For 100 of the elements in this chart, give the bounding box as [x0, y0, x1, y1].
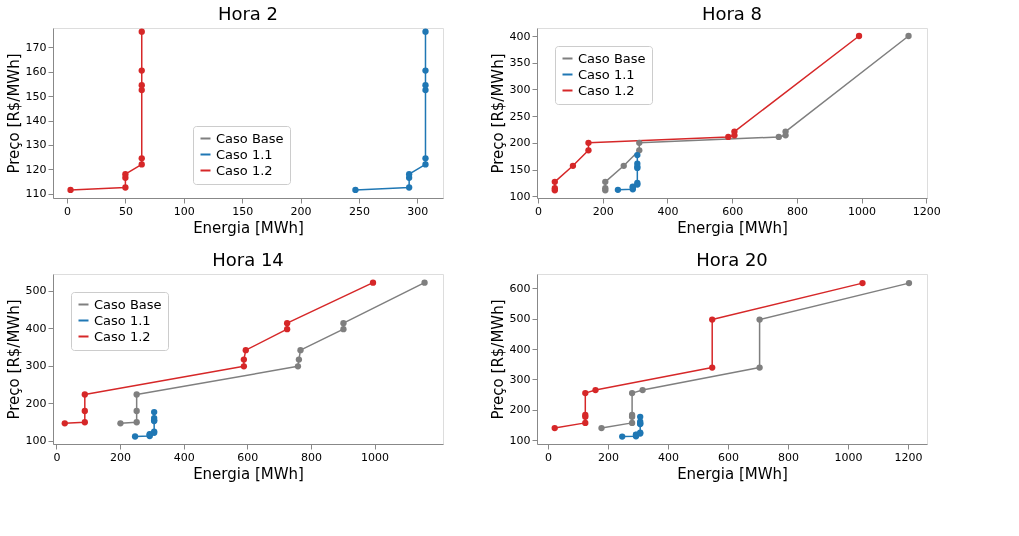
point: [756, 316, 763, 323]
point: [639, 386, 646, 394]
point: [340, 320, 347, 327]
y-tick-label: 400: [509, 29, 531, 43]
x-tick-label: 200: [110, 450, 132, 464]
point: [582, 419, 589, 427]
point: [634, 151, 641, 159]
y-tick-label: 140: [25, 114, 47, 128]
legend-label: Caso 1.2: [216, 162, 273, 178]
x-tick-label: 0: [53, 450, 61, 464]
x-tick-label: 1200: [894, 450, 923, 464]
point: [551, 178, 558, 185]
chart-title: Hora 14: [212, 249, 284, 270]
point: [422, 86, 429, 94]
y-tick-label: 130: [25, 138, 47, 152]
x-tick-label: 800: [300, 450, 322, 464]
x-tick-label: 600: [237, 450, 259, 464]
point: [585, 147, 592, 154]
chart-title: Hora 8: [701, 3, 763, 24]
point: [582, 389, 589, 397]
x-tick-label: 50: [118, 204, 133, 218]
point: [283, 320, 291, 327]
point: [352, 186, 359, 194]
x-axis-title: Energia [MWh]: [193, 464, 304, 483]
point: [731, 128, 738, 135]
point: [859, 279, 866, 287]
chart-title: Hora 20: [696, 249, 768, 270]
point: [67, 186, 74, 194]
point: [138, 28, 145, 35]
x-tick-label: 400: [657, 204, 679, 218]
y-tick-label: 150: [509, 163, 531, 177]
point: [725, 133, 732, 141]
point: [628, 389, 636, 397]
y-axis-title: Preço [R$/MWh]: [4, 299, 23, 420]
point: [81, 391, 88, 398]
point: [756, 364, 763, 371]
x-tick-label: 1000: [848, 204, 877, 218]
y-tick-label: 600: [509, 281, 531, 295]
point: [240, 363, 248, 370]
x-tick-label: 0: [64, 204, 72, 218]
point: [133, 419, 140, 426]
point: [283, 326, 291, 333]
y-axis-title: Preço [R$/MWh]: [4, 53, 23, 174]
point: [551, 424, 558, 432]
x-tick-label: 600: [718, 450, 740, 464]
point: [569, 162, 577, 169]
point: [637, 413, 644, 420]
point: [422, 28, 429, 35]
point: [421, 279, 428, 286]
x-tick-label: 200: [598, 450, 620, 464]
point: [709, 316, 716, 323]
point: [133, 391, 140, 398]
legend-label: Caso 1.1: [216, 146, 273, 162]
legend-label: Caso Base: [578, 50, 646, 66]
point: [81, 407, 88, 415]
legend-label: Caso Base: [216, 130, 284, 146]
x-tick-label: 250: [348, 204, 370, 218]
legend-label: Caso 1.1: [578, 66, 635, 82]
point: [240, 356, 248, 363]
point: [628, 419, 636, 427]
legend-label: Caso 1.1: [94, 312, 151, 328]
point: [294, 363, 302, 370]
y-tick-label: 100: [509, 189, 531, 203]
point: [138, 86, 145, 94]
point: [242, 347, 249, 354]
point: [405, 170, 413, 178]
point: [117, 420, 124, 427]
x-tick-label: 0: [545, 450, 553, 464]
y-tick-label: 110: [25, 187, 47, 201]
point: [775, 133, 782, 141]
x-tick-label: 200: [290, 204, 312, 218]
y-tick-label: 200: [509, 403, 531, 417]
point: [782, 128, 789, 135]
point: [602, 178, 609, 185]
x-tick-label: 1000: [361, 450, 390, 464]
point: [138, 67, 145, 74]
y-tick-label: 170: [25, 40, 47, 54]
x-tick-label: 200: [592, 204, 614, 218]
y-tick-label: 120: [25, 162, 47, 176]
y-tick-label: 100: [25, 434, 47, 448]
y-tick-label: 250: [509, 109, 531, 123]
x-tick-label: 150: [232, 204, 254, 218]
point: [709, 364, 716, 371]
point: [81, 419, 88, 426]
y-tick-label: 160: [25, 65, 47, 79]
y-axis-title: Preço [R$/MWh]: [488, 53, 507, 174]
x-tick-label: 300: [407, 204, 429, 218]
x-tick-label: 600: [722, 204, 744, 218]
point: [405, 184, 413, 191]
point: [138, 155, 145, 162]
point: [619, 433, 626, 440]
point: [295, 356, 303, 363]
point: [422, 161, 429, 168]
point: [138, 161, 145, 168]
x-tick-label: 800: [786, 204, 808, 218]
legend-label: Caso 1.2: [94, 328, 151, 344]
y-tick-label: 400: [25, 321, 47, 335]
y-tick-label: 500: [25, 284, 47, 298]
point: [585, 139, 592, 146]
y-tick-label: 300: [509, 82, 531, 96]
